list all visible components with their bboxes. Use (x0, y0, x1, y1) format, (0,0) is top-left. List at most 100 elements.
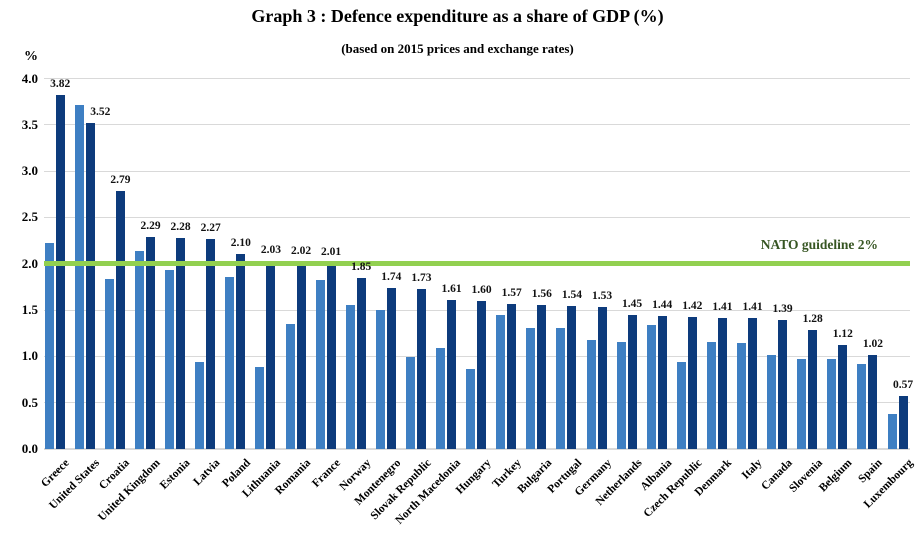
x-axis-baseline (44, 448, 910, 450)
bar-light-slovak-republic (405, 357, 415, 449)
value-label: 1.45 (622, 297, 643, 310)
value-label: 1.39 (772, 303, 793, 316)
bar-light-norway (345, 305, 355, 449)
value-label: 3.52 (90, 105, 111, 118)
bar-light-portugal (556, 327, 566, 449)
value-label: 1.54 (561, 289, 582, 302)
y-axis-tick-label: 0.5 (21, 394, 38, 410)
bar-light-germany (586, 339, 596, 449)
value-label: 1.44 (652, 298, 673, 311)
value-label: 1.73 (411, 271, 432, 284)
bar-light-romania (285, 323, 295, 449)
value-label: 2.01 (321, 245, 342, 258)
bar-dark-albania (657, 315, 667, 449)
bar-light-bulgaria (526, 327, 536, 449)
bar-light-united-kingdom (135, 250, 144, 449)
bar-dark-portugal (567, 306, 577, 449)
value-label: 1.53 (591, 290, 613, 303)
bar-light-france (315, 280, 325, 449)
bar-dark-lithuania (266, 260, 276, 449)
value-label: 1.42 (682, 300, 703, 313)
value-label: 1.41 (712, 301, 733, 314)
bar-light-czech-republic (676, 361, 686, 449)
gridline (44, 216, 910, 218)
bar-light-montenegro (375, 310, 385, 449)
x-axis-category-label: Latvia (191, 457, 223, 489)
bar-dark-croatia (115, 190, 125, 449)
bar-light-luxembourg (887, 413, 897, 449)
bar-dark-latvia (206, 238, 216, 449)
value-label: 1.28 (802, 313, 823, 326)
bar-light-poland (225, 276, 235, 449)
gridline (44, 78, 910, 80)
bar-light-belgium (827, 359, 837, 449)
y-axis-tick-label: 1.0 (21, 348, 38, 364)
y-axis-unit-label: % (24, 49, 38, 64)
x-axis-category-label: Italy (739, 457, 765, 482)
bar-light-north-macedonia (436, 348, 445, 449)
bar-light-italy (737, 343, 746, 449)
bar-dark-greece (55, 95, 65, 449)
bar-light-united-states (74, 105, 84, 449)
y-axis-tick-label: 1.5 (21, 302, 38, 318)
value-label: 2.27 (200, 221, 221, 234)
value-label: 2.02 (290, 244, 312, 257)
bar-dark-belgium (838, 345, 848, 449)
value-label: 1.85 (351, 260, 372, 273)
chart-title: Graph 3 : Defence expenditure as a share… (251, 6, 664, 26)
bar-dark-united-states (85, 122, 95, 449)
bar-dark-slovak-republic (416, 288, 426, 449)
y-axis-tick-label: 0.0 (21, 441, 38, 456)
bar-dark-montenegro (386, 287, 396, 449)
bar-dark-bulgaria (537, 304, 547, 449)
gridline (44, 170, 910, 172)
value-label: 1.61 (441, 282, 462, 295)
value-label: 1.56 (531, 287, 552, 300)
value-label: 2.03 (260, 243, 281, 256)
bar-light-lithuania (255, 367, 265, 449)
value-label: 1.41 (742, 301, 763, 314)
bar-light-greece (44, 243, 54, 449)
bar-dark-estonia (176, 237, 186, 449)
bar-light-estonia (165, 270, 175, 449)
bar-light-netherlands (616, 342, 626, 449)
nato-guideline-line (44, 261, 910, 267)
x-axis-category-label: Spain (856, 457, 885, 486)
bar-dark-poland (236, 254, 246, 449)
value-label: 0.57 (892, 379, 914, 392)
bar-light-slovenia (797, 359, 807, 449)
bar-light-denmark (706, 342, 716, 449)
gridline (44, 402, 910, 404)
value-label: 1.60 (471, 283, 492, 296)
value-label: 1.12 (832, 328, 853, 341)
value-label: 2.28 (170, 220, 191, 233)
y-axis-tick-label: 2.0 (21, 255, 38, 271)
bar-light-albania (646, 324, 656, 449)
gridline (44, 124, 910, 126)
y-axis-tick-label: 3.0 (21, 163, 38, 179)
bar-dark-turkey (507, 303, 517, 449)
bar-dark-slovenia (808, 330, 818, 449)
y-axis-tick-label: 3.5 (21, 116, 38, 132)
chart-subtitle: (based on 2015 prices and exchange rates… (341, 41, 574, 56)
value-label: 2.10 (230, 237, 251, 250)
bar-dark-czech-republic (687, 317, 697, 449)
bar-dark-germany (597, 307, 607, 449)
value-label: 1.74 (381, 270, 402, 283)
bar-dark-spain (868, 354, 878, 449)
gridline (44, 355, 910, 357)
value-label: 3.82 (50, 78, 71, 91)
value-label: 1.02 (862, 337, 883, 350)
bar-light-spain (857, 363, 867, 449)
bar-dark-united-kingdom (146, 236, 155, 449)
bar-dark-italy (748, 318, 757, 449)
bar-light-canada (767, 355, 777, 449)
bar-dark-romania (296, 261, 306, 449)
bar-dark-hungary (477, 300, 487, 449)
x-axis-category-label: Estonia (157, 457, 193, 492)
value-label: 2.79 (110, 173, 131, 186)
bar-dark-netherlands (627, 314, 637, 449)
value-label: 1.57 (501, 286, 522, 299)
